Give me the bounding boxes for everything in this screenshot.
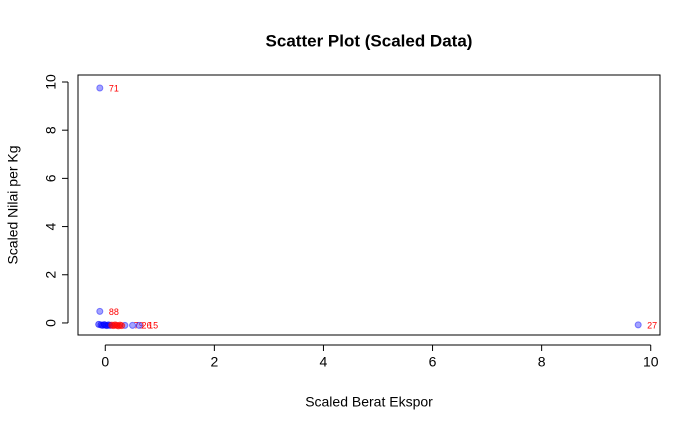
point-label: 27 xyxy=(647,320,657,330)
y-tick-label: 6 xyxy=(43,174,59,182)
point-label: 71 xyxy=(109,83,119,93)
x-tick-label: 4 xyxy=(320,354,328,370)
y-tick-label: 0 xyxy=(43,319,59,327)
point-label: 15 xyxy=(148,321,158,331)
x-tick-label: 0 xyxy=(101,354,109,370)
point-label: 26 xyxy=(142,321,152,331)
x-axis-title: Scaled Berat Ekspor xyxy=(305,394,433,410)
point xyxy=(129,321,137,329)
x-tick-label: 6 xyxy=(429,354,437,370)
x-tick-label: 8 xyxy=(538,354,546,370)
x-tick-label: 10 xyxy=(643,354,659,370)
point xyxy=(135,321,143,329)
point xyxy=(96,307,104,315)
y-tick-label: 8 xyxy=(43,126,59,134)
y-tick-label: 2 xyxy=(43,271,59,279)
y-axis-title: Scaled Nilai per Kg xyxy=(5,145,21,264)
point xyxy=(96,84,104,92)
point-label: 88 xyxy=(109,307,119,317)
plot-frame xyxy=(77,74,661,336)
point xyxy=(118,322,126,330)
point xyxy=(634,321,642,329)
point-label: 79 xyxy=(134,321,144,331)
y-tick-label: 4 xyxy=(43,222,59,230)
y-tick-label: 10 xyxy=(43,74,59,90)
x-tick-label: 2 xyxy=(210,354,218,370)
chart-title: Scatter Plot (Scaled Data) xyxy=(266,31,473,50)
